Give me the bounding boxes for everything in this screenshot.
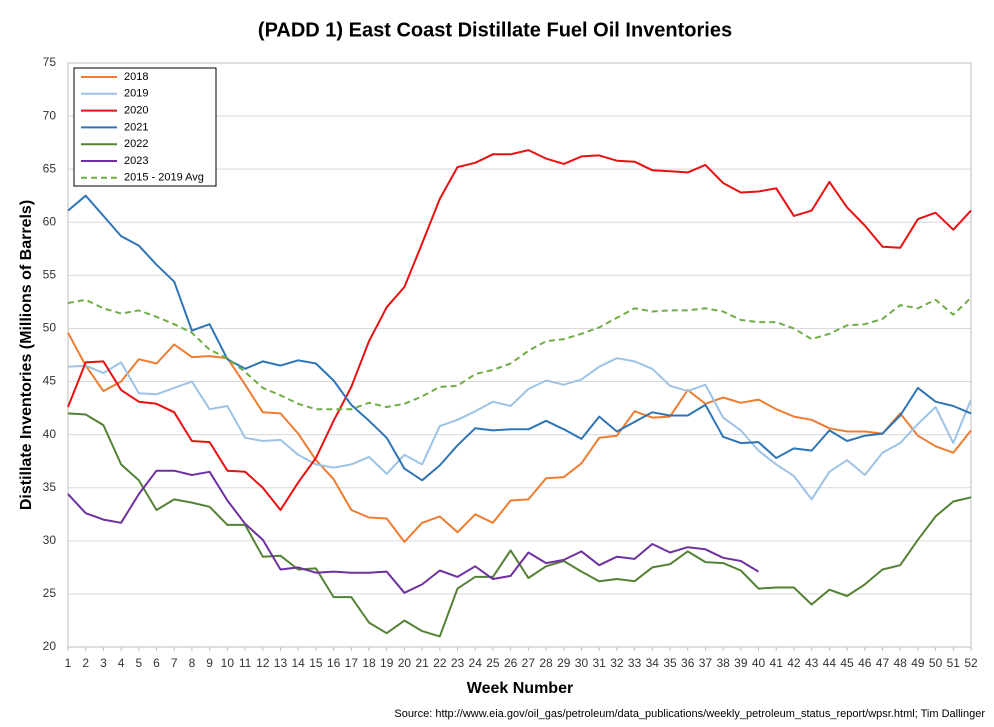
- x-tick-label: 11: [239, 656, 252, 670]
- x-tick-label: 22: [433, 656, 447, 670]
- x-tick-label: 44: [823, 656, 837, 670]
- x-tick-label: 20: [398, 656, 412, 670]
- series-line: [67, 332, 972, 543]
- x-tick-label: 19: [380, 656, 394, 670]
- x-tick-label: 35: [663, 656, 677, 670]
- x-tick-label: 39: [734, 656, 748, 670]
- x-tick-label: 3: [100, 656, 107, 670]
- y-axis-label: Distillate Inventories (Millions of Barr…: [18, 200, 35, 510]
- x-tick-label: 42: [787, 656, 801, 670]
- legend-label: 2022: [124, 138, 148, 150]
- x-tick-label: 25: [486, 656, 500, 670]
- y-tick-label: 75: [43, 55, 57, 69]
- y-tick-label: 45: [43, 374, 57, 388]
- x-tick-label: 33: [628, 656, 642, 670]
- series-line: [67, 149, 972, 511]
- x-tick-label: 18: [362, 656, 376, 670]
- x-tick-label: 1: [65, 656, 72, 670]
- x-tick-label: 29: [557, 656, 571, 670]
- x-tick-label: 28: [539, 656, 553, 670]
- x-tick-label: 31: [592, 656, 606, 670]
- x-tick-label: 40: [752, 656, 766, 670]
- y-tick-label: 30: [43, 533, 57, 547]
- x-tick-label: 8: [189, 656, 196, 670]
- y-tick-label: 60: [43, 214, 57, 228]
- x-tick-label: 38: [716, 656, 730, 670]
- y-tick-label: 20: [43, 639, 57, 653]
- chart-title: (PADD 1) East Coast Distillate Fuel Oil …: [258, 19, 732, 41]
- x-tick-label: 5: [135, 656, 142, 670]
- x-tick-label: 41: [770, 656, 784, 670]
- plot-border: [67, 62, 972, 648]
- legend-label: 2015 - 2019 Avg: [124, 172, 204, 184]
- x-tick-label: 17: [345, 656, 359, 670]
- x-tick-label: 27: [522, 656, 536, 670]
- x-tick-label: 45: [840, 656, 854, 670]
- x-tick-label: 16: [327, 656, 341, 670]
- legend-label: 2020: [124, 105, 148, 117]
- series-line: [67, 296, 972, 411]
- x-tick-label: 52: [964, 656, 978, 670]
- x-tick-label: 14: [291, 656, 305, 670]
- x-axis-label: Week Number: [467, 680, 573, 697]
- x-tick-label: 7: [171, 656, 178, 670]
- y-tick-label: 40: [43, 427, 57, 441]
- x-tick-label: 10: [221, 656, 235, 670]
- legend: 2018 2019 2020 2021 2022 2023 2015 - 2019 Avg: [73, 67, 217, 187]
- x-tick-label: 49: [911, 656, 925, 670]
- x-tick-label: 4: [118, 656, 125, 670]
- x-tick-label: 2: [82, 656, 89, 670]
- x-tick-label: 32: [610, 656, 624, 670]
- y-tick-label: 35: [43, 480, 57, 494]
- x-tick-label: 46: [858, 656, 872, 670]
- y-tick-label: 55: [43, 268, 57, 282]
- x-tick-label: 23: [451, 656, 465, 670]
- x-tick-label: 37: [699, 656, 713, 670]
- x-tick-label: 51: [947, 656, 961, 670]
- x-tick-label: 6: [153, 656, 160, 670]
- x-tick-label: 13: [274, 656, 288, 670]
- x-tick-label: 43: [805, 656, 819, 670]
- x-tick-label: 34: [646, 656, 660, 670]
- x-tick-label: 9: [206, 656, 213, 670]
- x-tick-label: 47: [876, 656, 890, 670]
- series-line: [67, 412, 972, 638]
- series-line: [67, 194, 972, 482]
- x-tick-label: 15: [309, 656, 323, 670]
- x-tick-label: 48: [893, 656, 907, 670]
- y-tick-label: 25: [43, 586, 57, 600]
- source-note: Source: http://www.eia.gov/oil_gas/petro…: [394, 708, 985, 720]
- x-tick-label: 36: [681, 656, 695, 670]
- y-tick-label: 65: [43, 161, 57, 175]
- x-tick-label: 21: [415, 656, 429, 670]
- x-tick-label: 30: [575, 656, 589, 670]
- legend-label: 2023: [124, 155, 148, 167]
- x-tick-label: 24: [469, 656, 483, 670]
- y-tick-label: 50: [43, 321, 57, 335]
- legend-label: 2018: [124, 71, 148, 83]
- series-line: [67, 357, 972, 501]
- x-tick-label: 50: [929, 656, 943, 670]
- x-tick-label: 26: [504, 656, 518, 670]
- y-tick-label: 70: [43, 108, 57, 122]
- legend-label: 2021: [124, 121, 148, 133]
- series-line: [67, 469, 760, 594]
- legend-label: 2019: [124, 88, 148, 100]
- x-tick-label: 12: [256, 656, 270, 670]
